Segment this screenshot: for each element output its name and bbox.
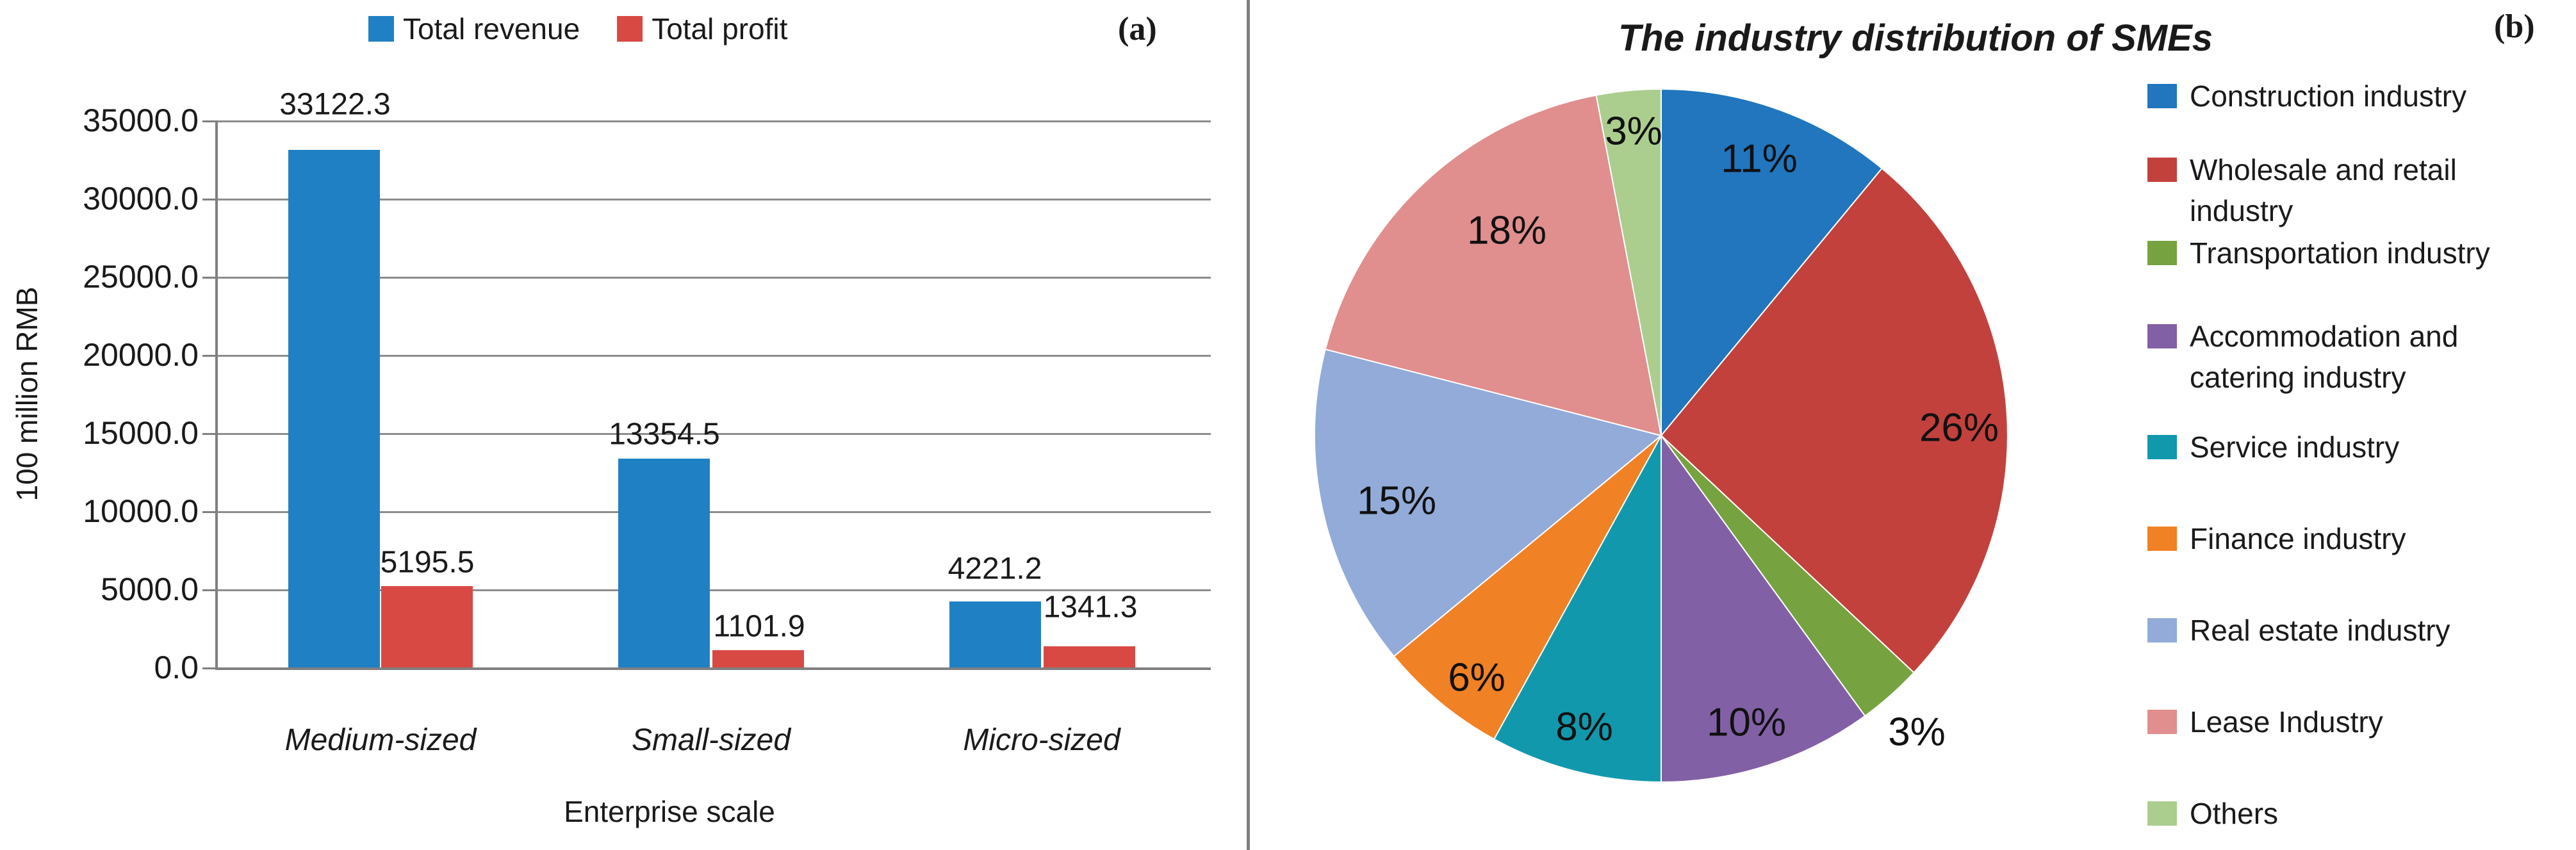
pie-legend-item-real-estate: Real estate industry	[2147, 610, 2516, 651]
pie-label-finance: 6%	[1448, 655, 1505, 700]
data-label-medium-revenue: 33122.3	[279, 87, 391, 122]
x-category-small: Small-sized	[631, 723, 791, 757]
bar-medium-revenue	[288, 150, 380, 667]
pie-slice-others	[1595, 89, 1662, 436]
x-category-medium: Medium-sized	[284, 723, 477, 757]
y-tick	[202, 277, 217, 279]
y-tick	[202, 511, 217, 513]
y-tick-label: 5000.0	[101, 571, 199, 607]
bar-small-profit	[712, 650, 804, 667]
bar-medium-profit	[381, 586, 473, 667]
x-axis-line	[217, 667, 1211, 670]
gridline-35000	[217, 120, 1211, 122]
pie-legend-label: Finance industry	[2190, 522, 2406, 555]
data-label-small-profit: 1101.9	[713, 609, 805, 644]
panel-divider	[1247, 0, 1250, 850]
pie-legend-swatch-accommodation	[2147, 324, 2177, 348]
pie-legend-label: Service industry	[2190, 430, 2400, 464]
pie-label-construction: 11%	[1721, 136, 1798, 181]
pie-legend-item-wholesale: Wholesale and retail industry	[2147, 149, 2516, 231]
pie-label-accommodation: 10%	[1706, 700, 1787, 745]
pie-slice-lease	[1324, 94, 1662, 437]
pie-legend-item-construction: Construction industry	[2147, 76, 2516, 117]
x-category-micro: Micro-sized	[963, 723, 1120, 757]
pie-legend-item-others: Others	[2147, 793, 2516, 834]
pie-legend-label: Lease Industry	[2190, 705, 2383, 739]
y-tick-label: 30000.0	[83, 181, 199, 217]
legend-swatch-total-profit	[617, 16, 643, 42]
bar-micro-profit	[1044, 646, 1135, 667]
legend-label-total-revenue: Total revenue	[403, 12, 580, 45]
y-axis-line	[215, 120, 218, 670]
pie-label-wholesale: 26%	[1919, 405, 1999, 450]
pie-legend-label: Transportation industry	[2190, 236, 2490, 270]
bar-chart-legend: Total revenue Total profit	[368, 12, 787, 46]
gridline-20000	[217, 355, 1211, 357]
panel-a-label: (a)	[1118, 11, 1157, 47]
pie-label-service: 8%	[1555, 705, 1613, 749]
gridline-15000	[217, 433, 1211, 435]
pie-chart	[1315, 89, 2008, 782]
pie-legend-label: Wholesale and retail industry	[2190, 153, 2457, 227]
pie-legend-item-lease: Lease Industry	[2147, 701, 2516, 742]
panel-b-label: (b)	[2494, 8, 2535, 45]
y-tick	[202, 199, 217, 200]
pie-slice-real-estate	[1315, 348, 1663, 658]
y-tick	[202, 433, 217, 435]
pie-legend-item-transportation: Transportation industry	[2147, 233, 2516, 274]
pie-label-transportation: 3%	[1888, 710, 1946, 755]
pie-legend-swatch-others	[2147, 801, 2177, 826]
pie-legend-item-accommodation: Accommodation and catering industry	[2147, 316, 2516, 398]
pie-title: The industry distribution of SMEs	[1618, 17, 2213, 59]
pie-label-real-estate: 15%	[1356, 478, 1437, 523]
y-tick-label: 25000.0	[83, 259, 199, 295]
y-axis-title: 100 million RMB	[10, 286, 44, 502]
pie-legend-item-service: Service industry	[2147, 427, 2516, 468]
bar-small-revenue	[618, 459, 710, 667]
data-label-micro-profit: 1341.3	[1043, 590, 1138, 625]
gridline-10000	[217, 511, 1211, 513]
gridline-5000	[217, 589, 1211, 591]
pie-legend-swatch-construction	[2147, 84, 2177, 108]
y-tick-label: 15000.0	[83, 415, 199, 451]
pie-legend-swatch-service	[2147, 435, 2177, 459]
bar-micro-revenue	[949, 601, 1041, 667]
y-tick-label: 20000.0	[83, 337, 199, 373]
pie-legend-swatch-wholesale	[2147, 158, 2177, 182]
y-tick	[202, 589, 217, 591]
y-tick	[202, 120, 217, 122]
pie-legend-label: Real estate industry	[2190, 614, 2450, 647]
legend-label-total-profit: Total profit	[652, 12, 788, 45]
pie-label-lease: 18%	[1466, 208, 1547, 253]
y-tick	[202, 667, 217, 669]
legend-swatch-total-revenue	[368, 16, 394, 42]
pie-slice-finance	[1393, 435, 1662, 740]
y-tick	[202, 355, 217, 357]
pie-slice-construction	[1661, 89, 1883, 437]
pie-slice-wholesale	[1660, 167, 2008, 674]
gridline-30000	[217, 199, 1211, 200]
pie-legend-swatch-real-estate	[2147, 618, 2177, 642]
pie-legend-label: Construction industry	[2190, 79, 2467, 113]
y-tick-label: 35000.0	[83, 102, 199, 138]
pie-legend-swatch-transportation	[2147, 241, 2177, 265]
pie-label-others: 3%	[1605, 109, 1662, 154]
gridline-25000	[217, 277, 1211, 279]
x-axis-title: Enterprise scale	[564, 795, 775, 828]
pie-legend-swatch-lease	[2147, 710, 2177, 734]
data-label-micro-revenue: 4221.2	[948, 552, 1042, 586]
pie-slice-service	[1493, 435, 1662, 782]
data-label-medium-profit: 5195.5	[380, 545, 475, 580]
y-tick-label: 10000.0	[83, 493, 199, 529]
data-label-small-revenue: 13354.5	[609, 417, 720, 452]
pie-legend-label: Accommodation and catering industry	[2190, 320, 2459, 394]
pie-legend-label: Others	[2190, 797, 2279, 830]
pie-legend-swatch-finance	[2147, 527, 2177, 551]
y-tick-label: 0.0	[154, 650, 199, 685]
pie-legend-item-finance: Finance industry	[2147, 518, 2516, 559]
pie-slice-accommodation	[1661, 433, 1866, 782]
